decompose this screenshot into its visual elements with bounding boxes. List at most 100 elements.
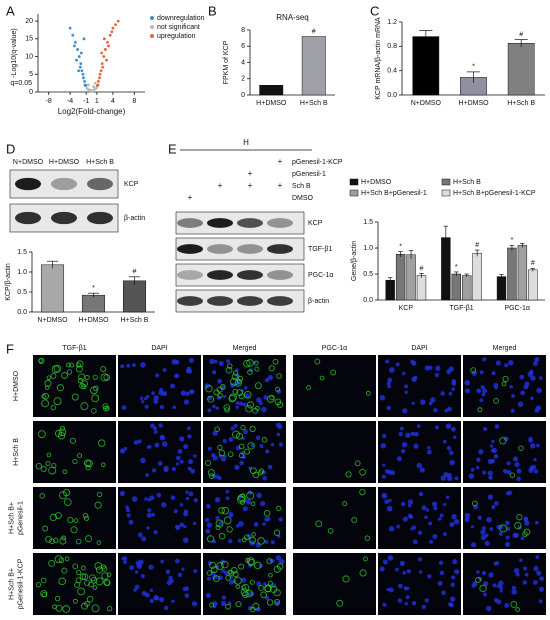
stain — [264, 585, 272, 593]
bar — [528, 269, 538, 301]
point — [108, 33, 112, 37]
nucleus — [148, 564, 154, 570]
stain — [62, 605, 70, 613]
nucleus — [509, 385, 514, 389]
nucleus — [475, 466, 480, 470]
nucleus — [487, 494, 494, 500]
x-tick-label: -8 — [46, 98, 52, 105]
nucleus — [156, 492, 162, 498]
nucleus — [498, 580, 504, 586]
nucleus — [482, 592, 487, 597]
nucleus — [168, 575, 173, 581]
micrograph — [293, 487, 376, 549]
stain — [81, 380, 88, 388]
y-tick-label: 0.0 — [17, 309, 27, 316]
nucleus — [223, 394, 227, 399]
nucleus — [453, 518, 460, 525]
nucleus — [476, 388, 482, 394]
stain — [232, 370, 239, 376]
stain — [81, 602, 89, 610]
nucleus — [520, 536, 525, 541]
point — [74, 40, 77, 44]
nucleus — [149, 588, 154, 593]
stain — [77, 587, 86, 596]
stain — [253, 561, 262, 570]
nucleus — [238, 520, 244, 527]
nucleus — [401, 449, 406, 454]
nucleus — [215, 516, 220, 520]
nucleus — [121, 405, 127, 410]
stain — [207, 395, 215, 403]
stain — [41, 399, 50, 408]
nucleus — [439, 513, 444, 518]
panel-label: D — [6, 141, 15, 156]
nucleus — [235, 524, 240, 528]
nucleus — [267, 375, 274, 381]
nucleus — [215, 474, 220, 479]
nucleus — [400, 501, 406, 507]
nucleus — [234, 464, 240, 470]
nucleus — [512, 456, 519, 462]
blot-band — [237, 244, 263, 254]
nucleus — [421, 505, 427, 511]
nucleus — [278, 442, 284, 447]
nucleus — [476, 570, 480, 574]
significance-label: # — [531, 260, 535, 267]
nucleus — [218, 520, 224, 526]
stain — [76, 569, 82, 576]
stain — [54, 555, 63, 564]
point — [68, 26, 72, 30]
nucleus — [503, 436, 509, 442]
nucleus — [207, 408, 212, 413]
significance-label: # — [133, 269, 137, 276]
nucleus — [134, 570, 139, 574]
stain — [351, 517, 358, 524]
y-axis-label: FPKM of KCP — [223, 40, 230, 84]
nucleus — [262, 475, 268, 481]
nucleus — [435, 425, 439, 430]
bar — [416, 275, 427, 301]
micrograph — [118, 421, 201, 483]
nucleus — [121, 556, 126, 561]
bar — [385, 279, 395, 301]
stain — [268, 365, 275, 372]
stain — [243, 534, 250, 541]
nucleus — [228, 539, 233, 544]
nucleus — [179, 522, 185, 528]
point — [107, 44, 111, 48]
nucleus — [449, 521, 455, 527]
nucleus — [384, 469, 390, 474]
nucleus — [206, 503, 211, 509]
nucleus — [402, 571, 407, 575]
legend-marker — [150, 34, 154, 38]
nucleus — [276, 389, 282, 394]
nucleus — [239, 460, 245, 466]
stain — [306, 385, 312, 391]
panel-label: E — [168, 141, 177, 156]
nucleus — [504, 363, 509, 368]
point — [72, 44, 76, 48]
nucleus — [519, 374, 525, 380]
stain — [499, 437, 507, 445]
stain — [91, 394, 100, 403]
y-tick-label: 1.0 — [17, 269, 27, 276]
x-tick-label: 8 — [132, 98, 136, 105]
nucleus — [520, 390, 526, 396]
nucleus — [480, 529, 486, 535]
nucleus — [248, 592, 253, 597]
x-tick-label: -1 — [83, 98, 89, 105]
point — [81, 72, 85, 76]
nucleus — [386, 381, 391, 386]
stain — [258, 585, 264, 591]
stain — [205, 460, 211, 467]
stain — [64, 556, 70, 562]
significance-label: * — [472, 64, 475, 71]
nucleus — [186, 366, 192, 371]
column-label: Merged — [233, 345, 257, 352]
y-tick-label: 20 — [25, 18, 33, 25]
nucleus — [432, 501, 438, 507]
nucleus — [161, 441, 168, 447]
nucleus — [396, 524, 400, 529]
nucleus — [491, 371, 496, 376]
nucleus — [143, 396, 148, 401]
